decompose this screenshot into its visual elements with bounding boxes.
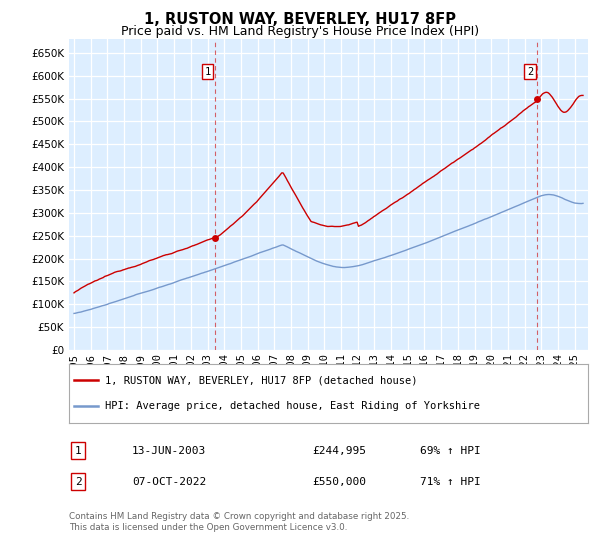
Text: 07-OCT-2022: 07-OCT-2022 — [132, 477, 206, 487]
Text: 69% ↑ HPI: 69% ↑ HPI — [420, 446, 481, 456]
Text: 2: 2 — [527, 67, 533, 77]
Text: 1, RUSTON WAY, BEVERLEY, HU17 8FP: 1, RUSTON WAY, BEVERLEY, HU17 8FP — [144, 12, 456, 27]
Text: 13-JUN-2003: 13-JUN-2003 — [132, 446, 206, 456]
Text: £244,995: £244,995 — [312, 446, 366, 456]
Text: £550,000: £550,000 — [312, 477, 366, 487]
Text: 1, RUSTON WAY, BEVERLEY, HU17 8FP (detached house): 1, RUSTON WAY, BEVERLEY, HU17 8FP (detac… — [106, 375, 418, 385]
Text: 71% ↑ HPI: 71% ↑ HPI — [420, 477, 481, 487]
Text: HPI: Average price, detached house, East Riding of Yorkshire: HPI: Average price, detached house, East… — [106, 402, 481, 412]
Text: Contains HM Land Registry data © Crown copyright and database right 2025.
This d: Contains HM Land Registry data © Crown c… — [69, 512, 409, 532]
Text: 1: 1 — [74, 446, 82, 456]
Text: 2: 2 — [74, 477, 82, 487]
Text: 1: 1 — [204, 67, 211, 77]
Text: Price paid vs. HM Land Registry's House Price Index (HPI): Price paid vs. HM Land Registry's House … — [121, 25, 479, 38]
